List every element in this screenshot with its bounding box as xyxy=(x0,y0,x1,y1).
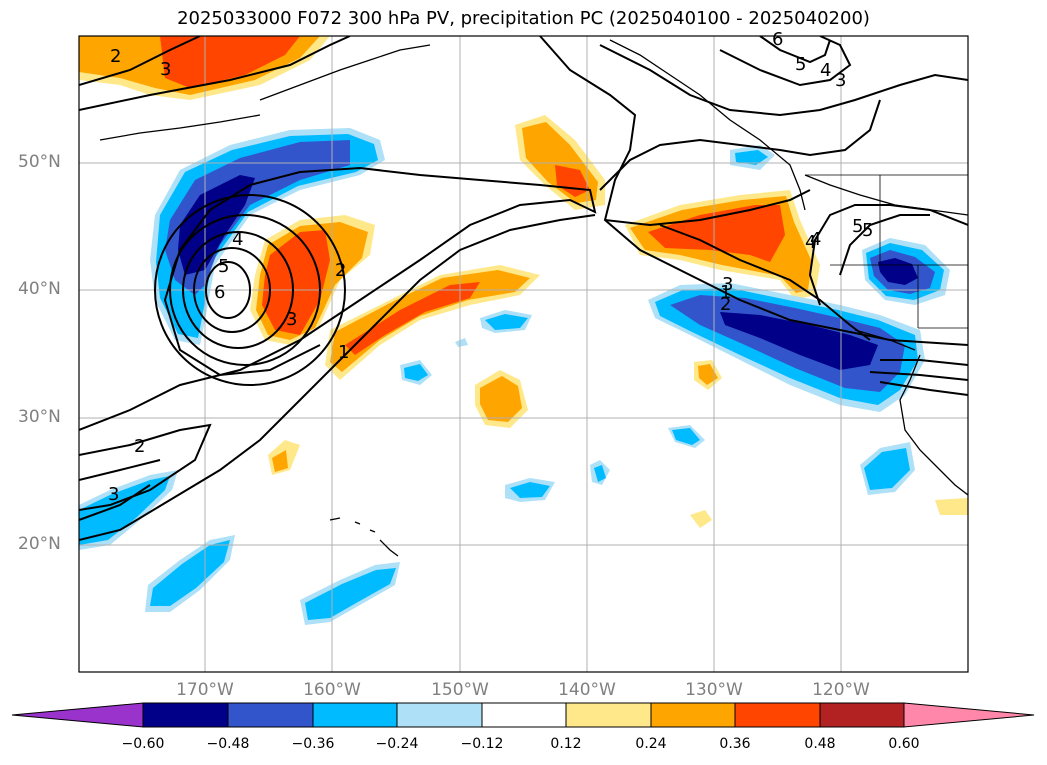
colorbar-segment xyxy=(565,702,652,728)
map-title: 2025033000 F072 300 hPa PV, precipitatio… xyxy=(177,8,870,29)
lon-label-120w: 120°W xyxy=(812,680,870,700)
colorbar-tick: 0.36 xyxy=(719,736,751,752)
colorbar-extend-low xyxy=(11,702,144,728)
colorbar-segment xyxy=(481,702,567,728)
borders xyxy=(805,174,968,329)
colorbar-segment xyxy=(819,702,905,728)
contour-label: 1 xyxy=(720,282,731,303)
lon-label-150w: 150°W xyxy=(431,680,489,700)
lon-label-140w: 140°W xyxy=(558,680,616,700)
colorbar-tick: −0.60 xyxy=(121,736,165,752)
contour-label: 2 xyxy=(720,294,731,315)
contour-label: 4 xyxy=(805,232,816,253)
pv-contours xyxy=(79,36,968,541)
lat-label-50n: 50°N xyxy=(18,152,61,172)
lat-label-40n: 40°N xyxy=(18,279,61,299)
contour-label: 6 xyxy=(214,282,225,303)
contour-label: 4 xyxy=(810,229,821,250)
contour-labels: 2 3 4 5 6 1 2 3 1 2 3 4 5 6 5 4 3 2 3 4 … xyxy=(108,29,873,505)
colorbar-segment xyxy=(650,702,736,728)
colorbar-segment xyxy=(312,702,398,728)
contour-label: 5 xyxy=(795,54,806,75)
colorbar-tick: 0.12 xyxy=(550,736,582,752)
contour-label: 3 xyxy=(160,59,171,80)
lon-label-130w: 130°W xyxy=(685,680,743,700)
negative-precip-anomaly-regions xyxy=(79,128,950,625)
contour-label: 5 xyxy=(218,256,229,277)
contour-label: 5 xyxy=(862,220,873,241)
colorbar-segment xyxy=(142,702,229,728)
lon-label-160w: 160°W xyxy=(303,680,361,700)
colorbar-tick: 0.24 xyxy=(635,736,667,752)
colorbar-segment xyxy=(396,702,483,728)
lat-label-20n: 20°N xyxy=(18,534,61,554)
colorbar-tick: −0.36 xyxy=(291,736,335,752)
colorbar-tick: −0.12 xyxy=(460,736,504,752)
lon-label-170w: 170°W xyxy=(176,680,234,700)
contour-label: 2 xyxy=(335,260,346,281)
coastlines xyxy=(99,39,968,557)
contour-label: 4 xyxy=(820,60,831,81)
contour-label: 3 xyxy=(108,484,119,505)
contour-label: 3 xyxy=(286,309,297,330)
colorbar-segment xyxy=(227,702,314,728)
contour-label: 3 xyxy=(722,274,733,295)
colorbar-tick: 0.60 xyxy=(888,736,920,752)
positive-precip-anomaly-regions xyxy=(79,36,968,528)
colorbar-extend-high xyxy=(903,702,1035,728)
contour-label: 2 xyxy=(134,436,145,457)
colorbar-tick: 0.48 xyxy=(804,736,836,752)
map-frame xyxy=(78,35,969,673)
colorbar-tick: −0.48 xyxy=(206,736,250,752)
colorbar-segment xyxy=(734,702,821,728)
contour-label: 1 xyxy=(338,342,349,363)
contour-label: 5 xyxy=(852,216,863,237)
contour-label: 4 xyxy=(232,229,243,250)
colorbar xyxy=(11,702,1035,728)
contour-label: 2 xyxy=(110,46,121,67)
lat-label-30n: 30°N xyxy=(18,407,61,427)
contour-label: 6 xyxy=(772,29,783,50)
contour-label: 3 xyxy=(835,70,846,91)
colorbar-tick: −0.24 xyxy=(375,736,419,752)
